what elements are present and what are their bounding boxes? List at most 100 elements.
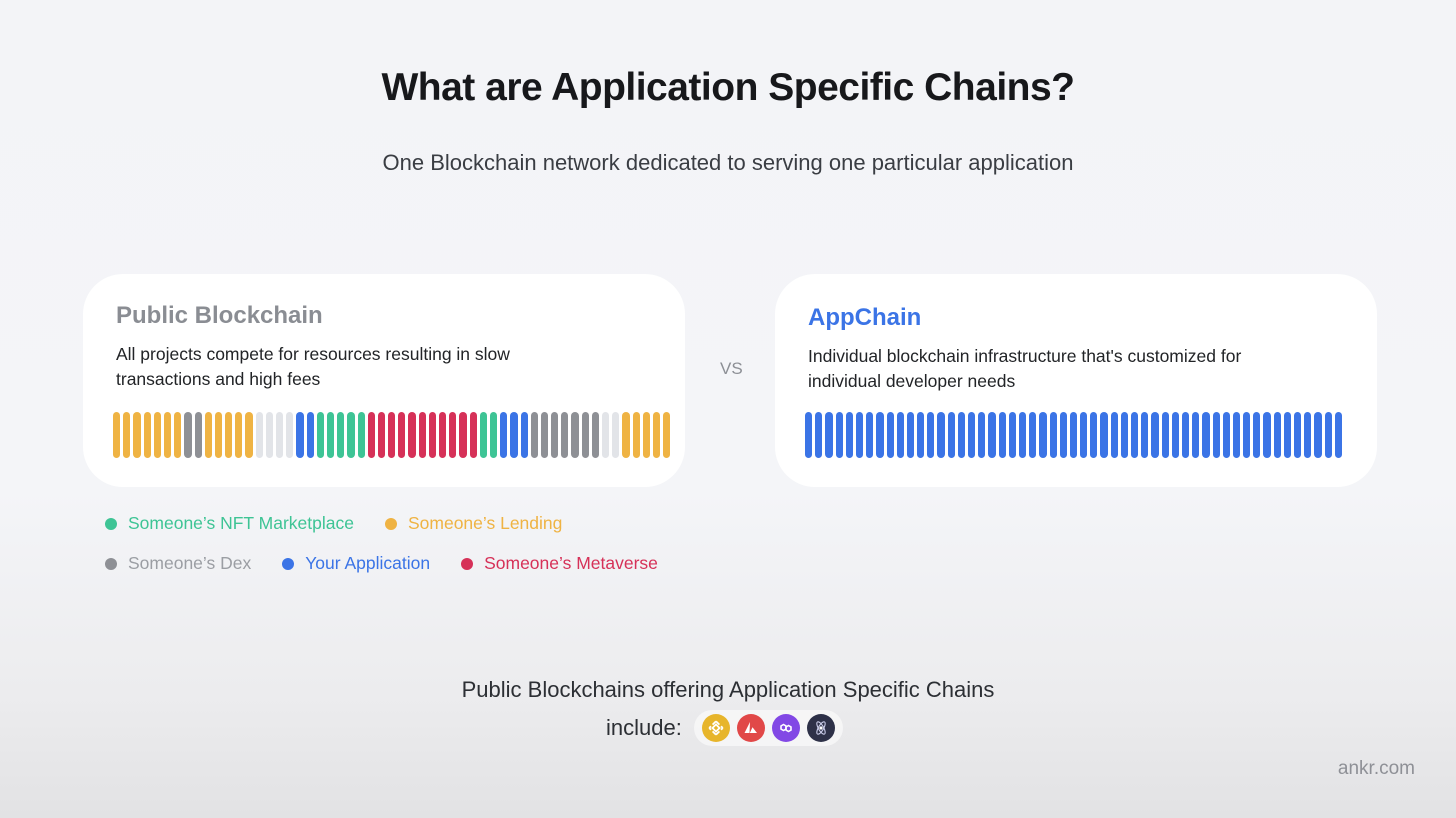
bar-metaverse xyxy=(459,412,467,458)
public-blockchain-description: All projects compete for resources resul… xyxy=(116,344,510,389)
appchain-bars xyxy=(805,412,1342,458)
bar-app xyxy=(1263,412,1271,458)
legend-item-metaverse: Someone’s Metaverse xyxy=(461,553,658,574)
vs-label: VS xyxy=(720,359,743,378)
bar-app xyxy=(957,412,965,458)
bar-metaverse xyxy=(377,412,386,458)
bar-app xyxy=(825,412,833,458)
bar-app xyxy=(520,412,528,458)
bar-app xyxy=(1100,412,1108,458)
bar-app xyxy=(1202,412,1210,458)
bar-app xyxy=(1161,412,1169,458)
bar-app xyxy=(1181,412,1190,458)
page-title: What are Application Specific Chains? xyxy=(381,66,1075,109)
public-blockchain-title: Public Blockchain xyxy=(116,302,323,329)
legend-label-metaverse: Someone’s Metaverse xyxy=(484,553,658,573)
bar-app xyxy=(1008,412,1016,458)
bar-app xyxy=(1069,412,1078,458)
bar-metaverse xyxy=(367,412,375,458)
bar-metaverse xyxy=(388,412,396,458)
bar-empty xyxy=(265,412,273,458)
bar-app xyxy=(510,412,518,458)
bar-dex xyxy=(184,412,192,458)
public-blockchain-card: Public Blockchain All projects compete f… xyxy=(83,274,685,487)
bar-lending xyxy=(225,412,233,458)
bar-metaverse xyxy=(439,412,447,458)
bar-lending xyxy=(622,412,630,458)
bar-app xyxy=(1171,412,1179,458)
bar-app xyxy=(927,412,935,458)
legend-label-lending: Someone’s Lending xyxy=(407,513,563,533)
bar-app xyxy=(988,412,996,458)
bar-nft xyxy=(347,412,355,458)
page-subtitle: One Blockchain network dedicated to serv… xyxy=(382,150,1074,175)
bar-app xyxy=(1110,412,1118,458)
bar-app xyxy=(1131,412,1139,458)
bar-nft xyxy=(316,412,324,458)
appchain-description: Individual blockchain infrastructure tha… xyxy=(808,346,1242,391)
bar-dex xyxy=(551,412,559,458)
bar-metaverse xyxy=(418,412,426,458)
bar-app xyxy=(866,412,874,458)
bnb-chain-icon xyxy=(701,714,730,742)
bar-dex xyxy=(581,412,589,458)
bar-app xyxy=(1324,412,1332,458)
bar-dex xyxy=(561,412,569,458)
bar-dex xyxy=(194,412,202,458)
bar-app xyxy=(835,412,843,458)
bar-lending xyxy=(133,412,141,458)
bar-app xyxy=(978,412,986,458)
bar-metaverse xyxy=(408,412,416,458)
bar-lending xyxy=(642,412,650,458)
bar-empty xyxy=(286,412,294,458)
bar-app xyxy=(1314,412,1322,458)
bar-lending xyxy=(663,412,671,458)
bar-nft xyxy=(489,412,498,458)
bar-app xyxy=(937,412,945,458)
bar-app xyxy=(1151,412,1159,458)
chain-logos xyxy=(693,710,843,746)
legend-dot-dex xyxy=(105,557,117,570)
legend-dot-nft xyxy=(105,517,117,530)
bar-app xyxy=(805,412,813,458)
bar-metaverse xyxy=(428,412,436,458)
bar-app xyxy=(1049,412,1057,458)
bar-lending xyxy=(123,412,131,458)
bar-nft xyxy=(326,412,335,458)
bar-lending xyxy=(652,412,661,458)
appchain-title: AppChain xyxy=(808,304,922,331)
bar-app xyxy=(1080,412,1088,458)
bar-lending xyxy=(163,412,172,458)
bar-app xyxy=(1253,412,1261,458)
bar-empty xyxy=(255,412,263,458)
bar-app xyxy=(886,412,894,458)
bar-app xyxy=(947,412,955,458)
bar-app xyxy=(1039,412,1047,458)
cosmos-icon xyxy=(806,714,835,742)
bar-app xyxy=(1283,412,1291,458)
bar-dex xyxy=(591,412,599,458)
bottom-caption: Public Blockchains offering Application … xyxy=(461,677,995,702)
bar-app xyxy=(1232,412,1241,458)
bar-app xyxy=(876,412,884,458)
footer-brand: ankr.com xyxy=(1337,758,1415,779)
bar-app xyxy=(845,412,853,458)
bar-empty xyxy=(276,412,284,458)
include-label: include: xyxy=(606,715,682,740)
legend-dot-app xyxy=(282,557,295,570)
bar-dex xyxy=(571,412,579,458)
polygon-icon xyxy=(771,714,800,742)
bar-lending xyxy=(214,412,223,458)
bar-app xyxy=(1029,412,1037,458)
bar-app xyxy=(1212,412,1220,458)
bar-app xyxy=(1141,412,1149,458)
bar-app xyxy=(1334,412,1342,458)
legend-dot-metaverse xyxy=(461,557,474,570)
bar-app xyxy=(896,412,904,458)
bar-app xyxy=(296,412,304,458)
legend-dot-lending xyxy=(384,517,397,530)
bar-nft xyxy=(357,412,365,458)
legend-item-nft: Someone’s NFT Marketplace xyxy=(105,513,354,534)
bar-metaverse xyxy=(398,412,406,458)
bar-dex xyxy=(540,412,549,458)
